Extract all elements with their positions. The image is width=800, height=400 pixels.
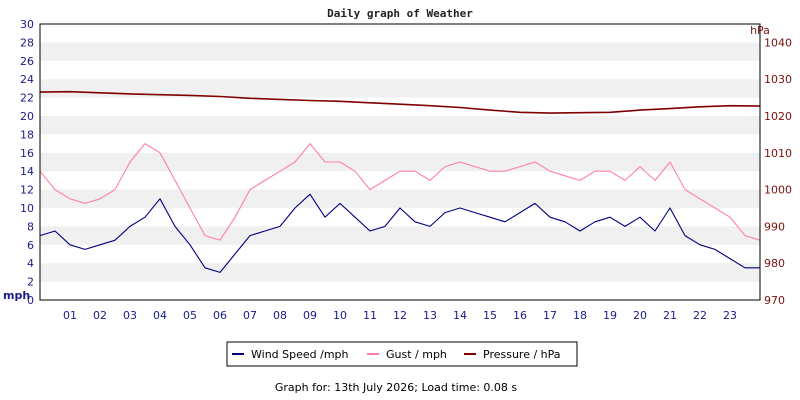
- y-right-ticks: 970 980 990 1000 1010 1020 1030 1040: [764, 36, 792, 307]
- x-tick-label: 16: [513, 309, 527, 322]
- x-tick-label: 15: [483, 309, 497, 322]
- x-tick-label: 21: [663, 309, 677, 322]
- x-tick-label: 13: [423, 309, 437, 322]
- y-left-tick-label: 6: [27, 239, 34, 252]
- grid-bands: [40, 42, 760, 282]
- y-left-tick-label: 12: [20, 184, 34, 197]
- x-tick-label: 23: [723, 309, 737, 322]
- grid-band: [40, 189, 760, 208]
- legend-box: [226, 341, 578, 367]
- plot-frame: [39, 23, 761, 301]
- y-left-tick-label: 26: [20, 55, 34, 68]
- grid-band: [40, 42, 760, 61]
- y-left-tick-label: 30: [20, 18, 34, 31]
- legend-label-wind: Wind Speed /mph: [251, 348, 349, 361]
- chart-title: Daily graph of Weather: [327, 7, 473, 20]
- legend: Wind Speed /mph Gust / mph Pressure / hP…: [226, 341, 578, 367]
- x-tick-label: 01: [63, 309, 77, 322]
- grid-band: [40, 226, 760, 245]
- grid-band: [40, 116, 760, 135]
- x-tick-label: 17: [543, 309, 557, 322]
- y-left-tick-label: 8: [27, 220, 34, 233]
- y-right-tick-label: 980: [764, 257, 785, 270]
- footer-status: Graph for: 13th July 2026; Load time: 0.…: [275, 381, 518, 394]
- legend-label-pressure: Pressure / hPa: [483, 348, 561, 361]
- x-tick-label: 10: [333, 309, 347, 322]
- y-left-tick-label: 0: [27, 294, 34, 307]
- x-tick-label: 08: [273, 309, 287, 322]
- x-tick-label: 12: [393, 309, 407, 322]
- series-layer: [39, 90, 761, 273]
- x-tick-label: 05: [183, 309, 197, 322]
- y-left-unit: mph: [3, 289, 30, 302]
- y-right-tick-label: 1040: [764, 36, 792, 49]
- legend-label-gust: Gust / mph: [386, 348, 447, 361]
- y-left-tick-label: 10: [20, 202, 34, 215]
- series-line-pressure-hpa: [39, 90, 761, 114]
- y-left-tick-label: 4: [27, 257, 34, 270]
- x-tick-label: 07: [243, 309, 257, 322]
- x-tick-label: 14: [453, 309, 467, 322]
- grid-band: [40, 79, 760, 98]
- y-right-tick-label: 1020: [764, 110, 792, 123]
- x-tick-label: 03: [123, 309, 137, 322]
- x-tick-label: 09: [303, 309, 317, 322]
- y-right-tick-label: 970: [764, 294, 785, 307]
- y-left-tick-label: 24: [20, 73, 34, 86]
- y-right-tick-label: 1000: [764, 184, 792, 197]
- y-left-tick-label: 18: [20, 128, 34, 141]
- y-left-tick-label: 14: [20, 165, 34, 178]
- series-line-gust-mph: [39, 143, 761, 241]
- y-left-tick-label: 20: [20, 110, 34, 123]
- x-tick-label: 18: [573, 309, 587, 322]
- y-right-tick-label: 1030: [764, 73, 792, 86]
- y-left-tick-label: 22: [20, 92, 34, 105]
- grid-band: [40, 152, 760, 172]
- y-right-tick-label: 1010: [764, 147, 792, 160]
- x-tick-label: 06: [213, 309, 227, 322]
- x-tick-label: 04: [153, 309, 167, 322]
- x-tick-label: 20: [633, 309, 647, 322]
- y-left-tick-label: 2: [27, 276, 34, 289]
- grid-band: [40, 263, 760, 282]
- y-left-tick-label: 28: [20, 36, 34, 49]
- x-tick-label: 22: [693, 309, 707, 322]
- y-right-tick-label: 990: [764, 220, 785, 233]
- y-left-tick-label: 16: [20, 147, 34, 160]
- x-tick-label: 19: [603, 309, 617, 322]
- series-line-wind-speed-mph: [39, 193, 760, 273]
- x-tick-label: 11: [363, 309, 377, 322]
- x-tick-label: 02: [93, 309, 107, 322]
- x-ticks: 01 02 03 04 05 06 07 08 09 10 11 12 13 14 15 16 17 18 19 20…: [63, 309, 737, 322]
